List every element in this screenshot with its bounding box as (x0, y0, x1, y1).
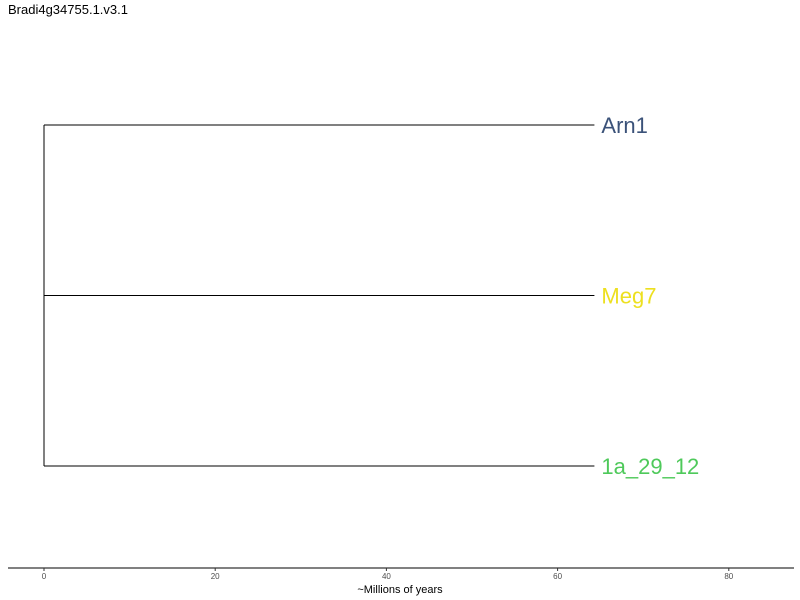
x-axis: 0 20 40 60 80 (8, 567, 794, 581)
x-tick-label-0: 0 (42, 572, 47, 581)
tip-labels: Arn1 Meg7 1a_29_12 (601, 113, 699, 479)
x-tick-label-3: 60 (553, 572, 562, 581)
tip-label-0: Arn1 (601, 113, 647, 138)
tip-label-2: 1a_29_12 (601, 454, 699, 479)
x-axis-title: ~Millions of years (357, 584, 443, 596)
tree-branches (43, 124, 595, 467)
x-tick-label-1: 20 (211, 572, 220, 581)
x-tick-label-4: 80 (724, 572, 733, 581)
chart-title: Bradi4g34755.1.v3.1 (8, 2, 128, 17)
tip-label-1: Meg7 (601, 284, 656, 309)
x-tick-label-2: 40 (382, 572, 391, 581)
